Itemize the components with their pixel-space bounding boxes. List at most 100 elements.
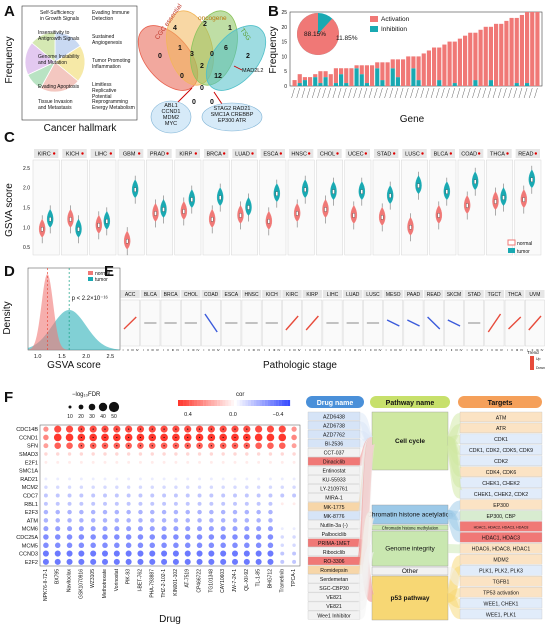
stage-tick: IV: [480, 348, 483, 352]
size-legend-dot: [98, 402, 108, 412]
sankey-flow-drug: [358, 412, 374, 446]
significance-marker: [421, 152, 424, 155]
correlation-dot: [102, 518, 108, 523]
facet-label: ACC: [125, 292, 136, 298]
bar-inhibition: [333, 83, 338, 86]
facet-strip: [289, 149, 314, 158]
size-legend-value: 10: [67, 414, 73, 420]
facet-strip: [505, 290, 525, 298]
correlation-dot: [196, 542, 203, 549]
correlation-dot: [102, 534, 108, 540]
bar-inhibition: [390, 68, 395, 86]
correlation-dot: [292, 535, 296, 539]
correlation-dot: [292, 551, 297, 556]
venn-count: 4: [173, 25, 177, 32]
correlation-dot: [278, 442, 286, 450]
correlation-dot: [43, 526, 49, 532]
violin-box: [522, 197, 525, 202]
bar-activation: [328, 74, 333, 86]
pie-inhibition-label: 11.85%: [336, 35, 358, 42]
gene-tick-label: [306, 87, 311, 99]
facet-label: LUAD: [235, 152, 250, 158]
bar-activation: [519, 14, 524, 87]
facet-label: UVM: [529, 292, 540, 298]
color-legend-cell: [234, 400, 237, 406]
drug-node-label: KU-55933: [322, 478, 345, 484]
color-legend: [178, 400, 291, 406]
drug-column-label: GSK1070916: [78, 569, 84, 599]
facet-strip: [120, 290, 140, 298]
color-legend-cell: [239, 400, 243, 406]
hallmark-label: and Mutation: [38, 60, 67, 66]
target-node-label: EP300: [493, 503, 509, 509]
cancer-facet: [514, 159, 542, 256]
pathway-node: [371, 411, 449, 471]
correlation-dot: [233, 460, 237, 464]
legend-swatch-activation: [370, 16, 378, 22]
drug-node-label: LY-2109761: [320, 487, 348, 493]
gene-tick-label: [487, 87, 492, 99]
drug-column-label: TPCA-1: [291, 569, 297, 587]
bar-inhibition: [323, 77, 328, 86]
target-node-label: HDAC1, HDAC3: [482, 536, 520, 542]
correlation-dot: [210, 469, 213, 472]
correlation-dot: [221, 460, 225, 464]
gene-tick-label: [451, 87, 455, 99]
correlation-dot: [44, 469, 48, 472]
gene-tick-label: [348, 87, 352, 99]
sankey-flow-drug: [355, 436, 377, 493]
cancer-facet: [231, 159, 258, 256]
size-legend-dot: [68, 405, 72, 409]
correlation-dot: [114, 542, 120, 549]
correlation-dot: [232, 526, 238, 532]
facet-label: HNSC: [291, 152, 307, 158]
correlation-dot: [186, 477, 190, 481]
bar-inhibition: [302, 80, 307, 86]
stage-tick: I: [426, 348, 427, 352]
correlation-dot: [244, 518, 250, 523]
color-legend-cell: [178, 400, 181, 406]
drug-node: [307, 565, 361, 575]
facet-label: LUSC: [366, 292, 380, 298]
target-node-label: CHEK1, CHEK2: [482, 481, 520, 487]
correlation-dot: [43, 443, 49, 449]
facet-strip: [119, 149, 144, 158]
bar-activation: [452, 41, 457, 84]
significance-dot: [222, 445, 224, 447]
correlation-dot: [196, 534, 203, 540]
venn-count: 0: [210, 99, 214, 106]
drug-node-label: Wee1 Inhibitor: [317, 613, 351, 619]
stage-trend-line: [427, 316, 441, 330]
color-legend-cell: [250, 400, 254, 406]
gene-tick-label: [446, 87, 450, 99]
significance-dot: [151, 436, 153, 439]
correlation-dot: [150, 518, 155, 523]
venn-count: 12: [214, 73, 222, 80]
pathway-node-label: Chromatin histone acetylation: [367, 512, 453, 519]
color-legend-cell: [231, 400, 235, 406]
bar-activation: [426, 50, 431, 86]
correlation-dot: [267, 534, 274, 540]
color-legend-cell: [276, 400, 279, 406]
stage-tick: II: [329, 348, 331, 352]
drug-node: [307, 438, 361, 448]
gene-tick-label: [389, 87, 393, 99]
drug-node: [307, 411, 361, 421]
facet-strip: [525, 290, 545, 298]
stage-tick: III: [313, 348, 316, 352]
significance-dot: [222, 436, 224, 439]
color-legend-cell: [222, 400, 226, 406]
drug-node-label: VE821: [326, 595, 342, 601]
drug-node: [307, 574, 361, 584]
facet-label: COAD: [461, 152, 477, 158]
sankey-flow-drug: [355, 539, 377, 603]
bar-activation: [535, 12, 540, 86]
correlation-dot: [115, 469, 119, 472]
correlation-dot: [125, 550, 132, 557]
correlation-dot: [43, 493, 48, 498]
venn-count: 0: [192, 99, 196, 106]
significance-dot: [128, 445, 130, 447]
correlation-dot: [280, 477, 284, 481]
facet-label: READ: [427, 292, 441, 298]
